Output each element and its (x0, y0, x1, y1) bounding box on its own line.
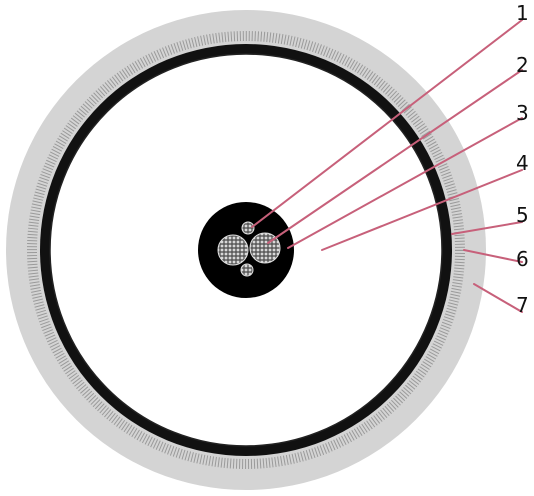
label-1: 1 (516, 1, 529, 25)
leader-line-7 (473, 283, 523, 313)
conductor-left (217, 234, 249, 266)
label-3: 3 (516, 101, 529, 125)
shield-texture-ring (27, 31, 465, 469)
conductor-bottom-small (240, 263, 254, 277)
label-5: 5 (516, 203, 529, 227)
leader-lines (251, 19, 523, 313)
leader-line-3 (287, 117, 523, 249)
leader-line-1 (251, 19, 523, 228)
label-6: 6 (516, 247, 529, 271)
leader-line-5 (451, 221, 523, 235)
leader-line-2 (267, 69, 523, 244)
conductor-top-small (241, 221, 255, 235)
leader-line-4 (321, 169, 523, 251)
label-7: 7 (516, 293, 529, 317)
label-2: 2 (516, 53, 529, 77)
inner-liner (49, 53, 443, 447)
leader-line-6 (463, 249, 523, 263)
label-4: 4 (516, 151, 529, 175)
